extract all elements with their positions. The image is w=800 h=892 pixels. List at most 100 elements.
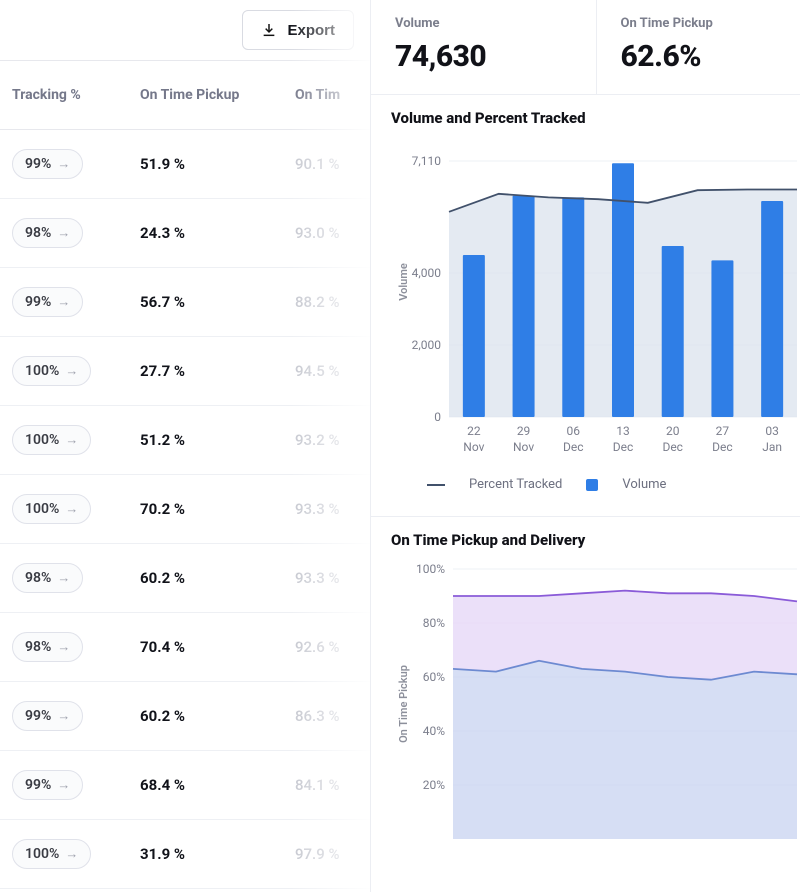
arrow-right-icon: →	[65, 432, 78, 448]
tracking-value: 98%	[25, 225, 51, 241]
legend-line-swatch	[427, 484, 445, 486]
on-time-pickup-value: 51.2 %	[140, 431, 185, 449]
extra-value: 93.2 %	[295, 431, 340, 449]
tracking-value: 99%	[25, 777, 51, 793]
table-row: 99% → 60.2 % 86.3 %	[0, 682, 370, 751]
tracking-value: 99%	[25, 708, 51, 724]
on-time-pickup-value: 60.2 %	[140, 707, 185, 725]
svg-text:Dec: Dec	[712, 440, 733, 454]
tracking-pill[interactable]: 99% →	[12, 287, 83, 317]
table-header-row: Tracking % On Time Pickup On Tim	[0, 60, 370, 130]
table-row: 100% → 51.2 % 93.2 %	[0, 406, 370, 475]
extra-value: 84.1 %	[295, 776, 340, 794]
svg-text:29: 29	[517, 424, 531, 438]
legend-line-label: Percent Tracked	[469, 477, 562, 492]
on-time-pickup-value: 70.2 %	[140, 500, 185, 518]
volume-chart-title: Volume and Percent Tracked	[391, 109, 800, 127]
svg-text:On Time Pickup: On Time Pickup	[397, 665, 410, 743]
arrow-right-icon: →	[57, 639, 70, 655]
svg-text:27: 27	[716, 424, 730, 438]
tracking-value: 98%	[25, 639, 51, 655]
volume-chart: 02,0004,0007,11022Nov29Nov06Dec13Dec20De…	[391, 137, 800, 467]
tracking-value: 98%	[25, 570, 51, 586]
tracking-value: 99%	[25, 294, 51, 310]
extra-value: 88.2 %	[295, 293, 340, 311]
svg-text:20%: 20%	[423, 778, 445, 792]
on-time-pickup-value: 24.3 %	[140, 224, 185, 242]
table-row: 99%→56.7 %88.2 %	[0, 268, 370, 337]
svg-text:7,110: 7,110	[412, 154, 442, 168]
svg-text:06: 06	[567, 424, 581, 438]
export-button[interactable]: Export	[242, 10, 354, 50]
on-time-pickup-value: 51.9 %	[140, 155, 185, 173]
svg-text:60%: 60%	[423, 670, 445, 684]
tracking-pill[interactable]: 98% →	[12, 563, 83, 593]
svg-text:22: 22	[467, 424, 481, 438]
volume-chart-section: Volume and Percent Tracked 02,0004,0007,…	[371, 95, 800, 516]
extra-value: 97.9 %	[295, 845, 340, 863]
legend-bar-swatch	[586, 479, 598, 491]
extra-value: 93.3 %	[295, 569, 340, 587]
arrow-right-icon: →	[57, 777, 70, 793]
tracking-pill[interactable]: 99% →	[12, 770, 83, 800]
pickup-chart-section: On Time Pickup and Delivery 20%40%60%80%…	[371, 517, 800, 857]
kpi-volume-value: 74,630	[395, 39, 572, 74]
export-label: Export	[287, 22, 335, 39]
table-row: 99% → 68.4 % 84.1 %	[0, 751, 370, 820]
on-time-pickup-value: 68.4 %	[140, 776, 185, 794]
svg-text:100%: 100%	[416, 562, 445, 576]
data-table-panel: Export Tracking % On Time Pickup On Tim …	[0, 0, 370, 892]
svg-text:Dec: Dec	[563, 440, 584, 454]
tracking-value: 100%	[25, 363, 59, 379]
kpi-volume: Volume 74,630	[371, 0, 596, 94]
svg-text:20: 20	[666, 424, 680, 438]
legend-bar-label: Volume	[622, 477, 666, 492]
svg-text:Nov: Nov	[463, 440, 484, 454]
header-extra: On Tim	[295, 87, 370, 103]
arrow-right-icon: →	[65, 501, 78, 517]
svg-text:40%: 40%	[423, 724, 445, 738]
table-body: 99%→51.9 %90.1 %98%→24.3 %93.0 %99%→56.7…	[0, 130, 370, 889]
kpi-on-time-pickup: On Time Pickup 62.6%	[596, 0, 800, 94]
tracking-pill[interactable]: 99% →	[12, 701, 83, 731]
on-time-pickup-value: 60.2 %	[140, 569, 185, 587]
pickup-chart: 20%40%60%80%100%On Time Pickup	[391, 559, 800, 849]
kpi-otp-label: On Time Pickup	[621, 16, 798, 31]
kpi-otp-value: 62.6%	[621, 39, 798, 74]
tracking-value: 100%	[25, 432, 59, 448]
download-icon	[261, 22, 277, 38]
volume-chart-legend: Percent Tracked Volume	[391, 467, 800, 508]
tracking-pill[interactable]: 98% →	[12, 632, 83, 662]
table-row: 100% → 70.2 % 93.3 %	[0, 475, 370, 544]
tracking-pill[interactable]: 100% →	[12, 494, 91, 524]
tracking-value: 99%	[25, 156, 51, 172]
table-row: 98%→70.4 %92.6 %	[0, 613, 370, 682]
tracking-pill[interactable]: 100% →	[12, 839, 91, 869]
pickup-chart-title: On Time Pickup and Delivery	[391, 531, 800, 549]
svg-text:Jan: Jan	[762, 440, 782, 454]
tracking-pill[interactable]: 98%→	[12, 218, 83, 248]
kpi-volume-label: Volume	[395, 16, 572, 31]
tracking-pill[interactable]: 99%→	[12, 149, 83, 179]
tracking-pill[interactable]: 100% →	[12, 356, 91, 386]
svg-text:4,000: 4,000	[412, 266, 442, 280]
tracking-pill[interactable]: 100% →	[12, 425, 91, 455]
svg-text:Nov: Nov	[513, 440, 534, 454]
tracking-value: 100%	[25, 846, 59, 862]
svg-text:03: 03	[765, 424, 779, 438]
table-row: 100%→31.9 %97.9 %	[0, 820, 370, 889]
arrow-right-icon: →	[57, 294, 70, 310]
table-row: 98% → 60.2 % 93.3 %	[0, 544, 370, 613]
extra-value: 94.5 %	[295, 362, 340, 380]
extra-value: 93.0 %	[295, 224, 340, 242]
svg-text:Dec: Dec	[662, 440, 683, 454]
extra-value: 86.3 %	[295, 707, 340, 725]
svg-text:Dec: Dec	[613, 440, 634, 454]
arrow-right-icon: →	[65, 363, 78, 379]
arrow-right-icon: →	[57, 570, 70, 586]
tracking-value: 100%	[25, 501, 59, 517]
arrow-right-icon: →	[65, 846, 78, 862]
extra-value: 93.3 %	[295, 500, 340, 518]
table-row: 100%→27.7 %94.5 %	[0, 337, 370, 406]
arrow-right-icon: →	[57, 708, 70, 724]
